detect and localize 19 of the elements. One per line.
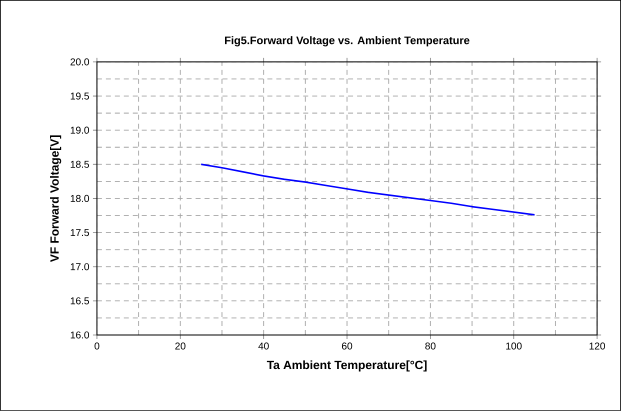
y-axis-title: VF Forward Voltage[V] [50,135,62,262]
chart-title: Fig5.Forward Voltage vs. Ambient Temperature [225,36,470,46]
x-tick-label: 100 [506,342,522,350]
y-tick-label: 17.0 [70,263,90,270]
y-tick-label: 19.0 [70,126,90,134]
x-axis-title: Ta Ambient Temperature[°C] [266,360,427,372]
x-tick-label: 20 [175,342,186,350]
y-tick-label: 16.5 [70,297,90,304]
y-tick-label: 18.5 [70,160,90,168]
y-tick-label: 18.0 [70,194,90,202]
x-tick-label: 120 [590,342,606,350]
y-tick-label: 20.0 [70,58,90,66]
x-tick-label: 80 [425,342,436,350]
x-tick-label: 60 [342,342,352,350]
x-tick-label: 0 [94,342,100,350]
y-tick-label: 17.5 [70,229,90,236]
x-tick-label: 40 [258,342,269,350]
y-tick-label: 16.0 [70,332,90,339]
y-tick-label: 19.5 [70,92,90,100]
